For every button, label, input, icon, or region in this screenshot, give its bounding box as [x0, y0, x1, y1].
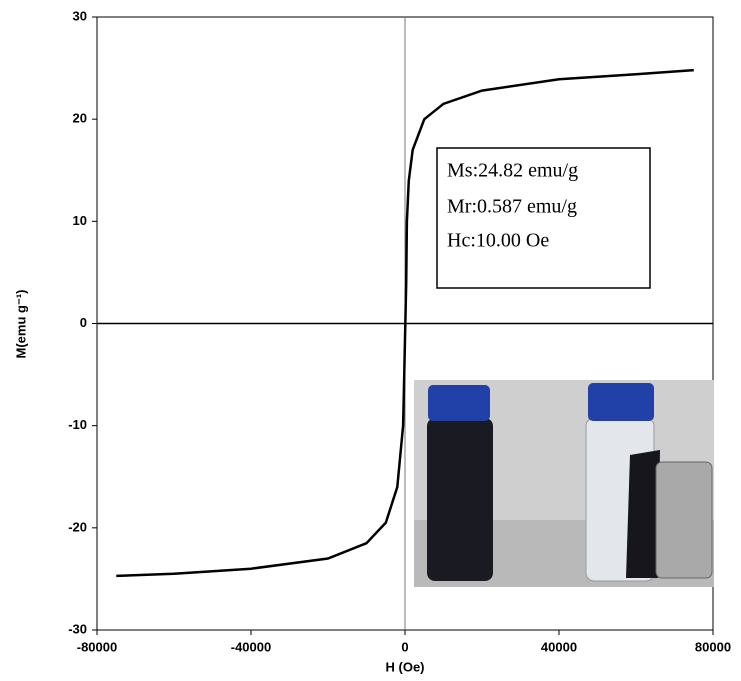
x-tick-label: 40000 — [541, 639, 577, 654]
y-tick-label: 10 — [73, 213, 87, 228]
inset-photo — [414, 380, 714, 587]
annotation: Hc:10.00 Oe — [447, 230, 549, 252]
y-tick-label: -10 — [68, 417, 87, 432]
y-tick-label: 30 — [73, 8, 87, 23]
y-tick-label: 0 — [80, 315, 87, 330]
x-axis-label: H (Oe) — [386, 659, 425, 674]
x-tick-label: 80000 — [695, 639, 731, 654]
annotation: Mr:0.587 emu/g — [447, 196, 577, 218]
y-tick-label: -30 — [68, 621, 87, 636]
x-tick-label: -80000 — [77, 639, 117, 654]
x-tick-label: -40000 — [231, 639, 271, 654]
annotation-box: Ms:24.82 emu/g Mr:0.587 emu/g Hc:10.00 O… — [436, 147, 651, 289]
x-tick-label: 0 — [401, 639, 408, 654]
y-tick-label: 20 — [73, 111, 87, 126]
data-line — [116, 68, 694, 578]
annotation: Ms:24.82 emu/g — [447, 160, 578, 182]
y-axis-label: M(emu g⁻¹) — [13, 290, 28, 359]
y-tick-label: -20 — [68, 519, 87, 534]
